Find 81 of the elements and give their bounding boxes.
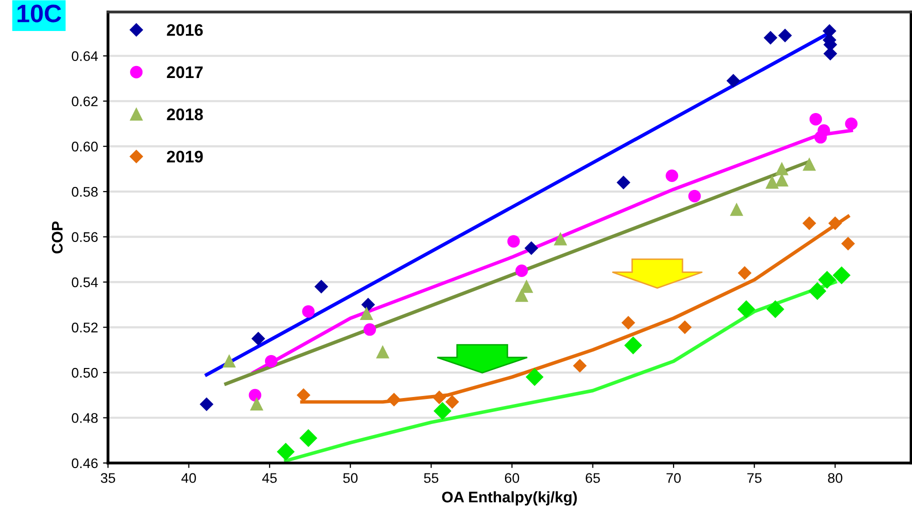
x-tick-label: 75 — [747, 473, 762, 483]
point — [818, 271, 836, 288]
point — [824, 47, 837, 60]
y-tick-label: 0.56 — [72, 232, 98, 242]
point — [832, 266, 850, 284]
point — [666, 170, 678, 182]
point — [554, 232, 567, 246]
point — [387, 393, 401, 406]
point — [803, 158, 816, 171]
point — [828, 216, 842, 230]
y-tick-label: 0.52 — [72, 322, 98, 332]
point — [515, 264, 528, 277]
point — [766, 300, 784, 318]
point — [808, 282, 826, 300]
point — [814, 131, 827, 144]
point — [776, 162, 788, 176]
point — [362, 298, 375, 312]
legend-label: 2017 — [166, 66, 203, 78]
point — [376, 346, 389, 358]
y-tick-label: 0.64 — [72, 51, 98, 62]
point — [296, 388, 310, 402]
point — [802, 216, 816, 230]
point — [314, 280, 328, 294]
point — [446, 395, 459, 409]
point — [248, 388, 262, 402]
x-tick-label: 70 — [666, 473, 681, 483]
point — [841, 237, 855, 250]
x-tick-label: 50 — [343, 473, 358, 483]
point — [515, 289, 528, 302]
chart-title: 10C — [18, 4, 62, 22]
point — [526, 368, 544, 386]
x-tick-label: 60 — [504, 473, 520, 483]
legend-label: 2019 — [166, 150, 203, 163]
legend-label: 2018 — [166, 108, 203, 120]
point — [810, 112, 822, 126]
y-tick-label: 0.58 — [72, 186, 98, 197]
point — [738, 300, 755, 318]
point — [250, 398, 263, 410]
point — [573, 359, 586, 372]
point — [845, 117, 858, 130]
point — [778, 28, 792, 42]
point — [277, 443, 294, 460]
point — [302, 305, 315, 318]
y-tick-label: 0.62 — [72, 96, 98, 106]
point — [364, 323, 376, 336]
point — [688, 190, 701, 202]
point — [252, 332, 265, 346]
point — [622, 316, 635, 330]
point — [730, 203, 743, 216]
x-axis-title: OA Enthalpy(kj/kg) — [442, 491, 577, 506]
point — [432, 390, 446, 404]
point — [776, 174, 788, 187]
x-tick-label: 80 — [828, 473, 842, 483]
point — [264, 354, 278, 368]
point — [766, 176, 778, 189]
point — [434, 402, 452, 420]
x-tick-label: 35 — [100, 473, 116, 483]
x-tick-label: 40 — [181, 473, 196, 483]
point — [764, 31, 778, 44]
x-tick-label: 45 — [262, 473, 277, 483]
point — [507, 235, 520, 248]
point — [222, 354, 236, 368]
y-tick-label: 0.60 — [72, 142, 98, 152]
y-tick-label: 0.46 — [72, 458, 98, 468]
point — [360, 307, 373, 320]
point — [200, 398, 214, 411]
x-tick-label: 55 — [424, 473, 438, 483]
point — [300, 429, 318, 447]
y-tick-label: 0.54 — [72, 277, 98, 288]
legend-label: 2016 — [166, 24, 203, 36]
point — [520, 280, 533, 293]
point — [738, 266, 752, 280]
point — [726, 74, 740, 88]
point — [624, 336, 642, 354]
y-axis-title: COP — [52, 221, 63, 254]
y-tick-label: 0.48 — [72, 413, 98, 423]
x-tick-label: 65 — [586, 473, 600, 483]
y-tick-label: 0.50 — [72, 368, 98, 378]
point — [524, 242, 538, 255]
point — [678, 320, 692, 334]
point — [616, 176, 630, 190]
